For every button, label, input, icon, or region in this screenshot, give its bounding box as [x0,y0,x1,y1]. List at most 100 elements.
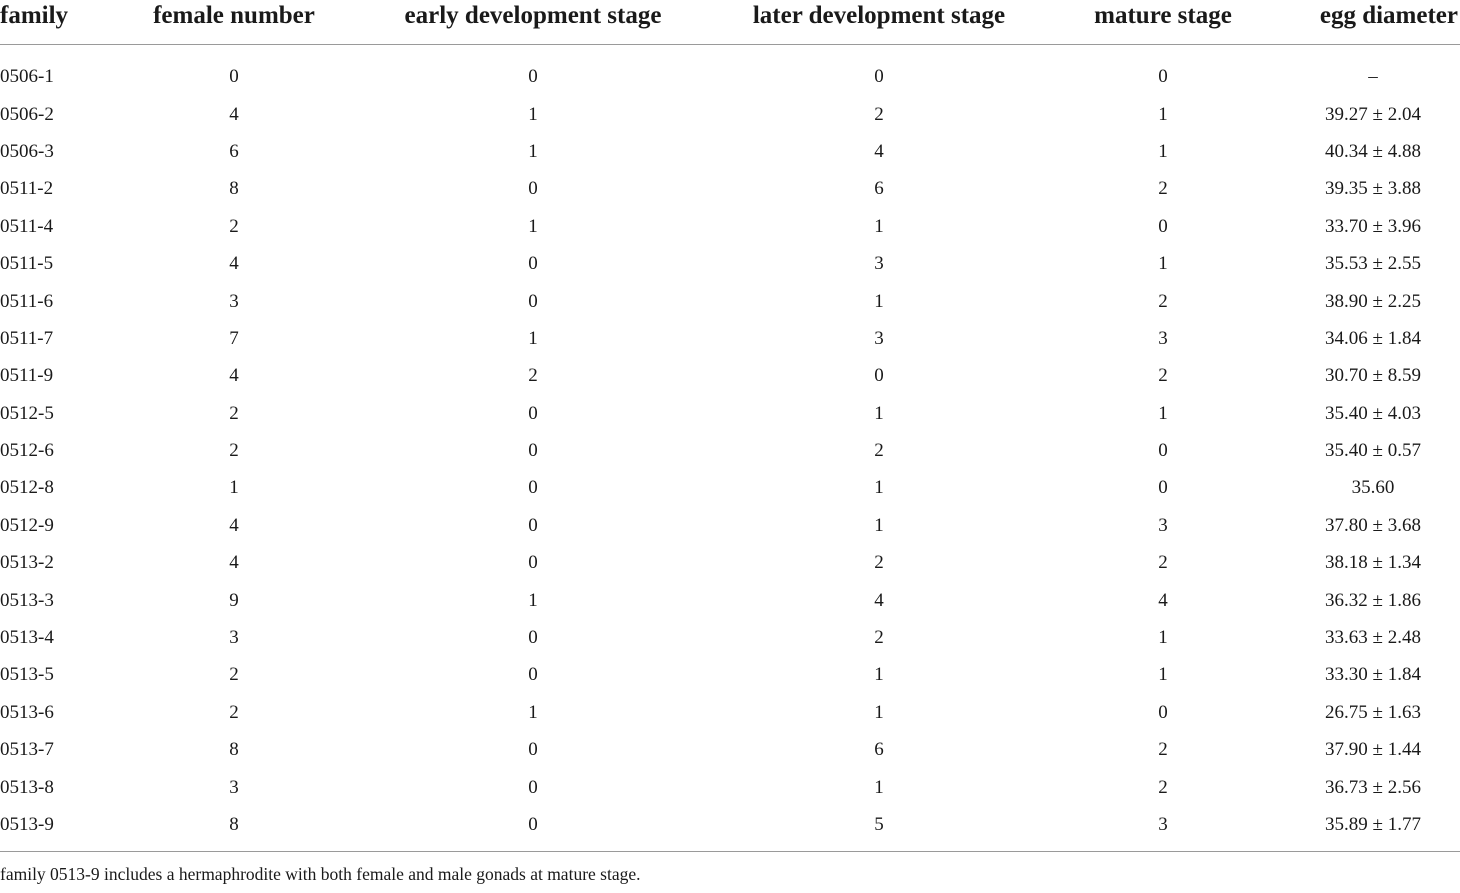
cell-family: 0513-7 [0,739,54,761]
cell-family: 0513-9 [0,814,54,835]
cell-family: 0513-8 [0,776,54,798]
cell-later-stage: 1 [874,290,884,312]
cell-later-stage: 1 [874,402,884,424]
cell-mature-stage: 3 [1158,814,1168,835]
cell-early-stage: 2 [528,365,538,387]
cell-early-stage: 0 [528,440,538,462]
cell-family: 0513-3 [0,589,54,611]
table-row: 0511-7 7 1 3 3 34.06 ± 1.84 [0,320,1460,357]
cell-early-stage: 0 [528,814,538,835]
cell-early-stage: 1 [528,103,538,125]
cell-female-number: 4 [229,552,239,574]
cell-egg-diameter: 39.35 ± 3.88 [1325,178,1421,200]
cell-later-stage: 1 [874,701,884,723]
cell-mature-stage: 1 [1158,627,1168,649]
cell-family: 0511-4 [0,215,54,237]
cell-mature-stage: 1 [1158,253,1168,275]
cell-early-stage: 0 [528,253,538,275]
cell-female-number: 2 [229,402,239,424]
cell-family: 0511-6 [0,290,54,312]
cell-later-stage: 1 [874,477,884,499]
cell-mature-stage: 2 [1158,365,1168,387]
cell-later-stage: 2 [874,627,884,649]
cell-female-number: 2 [229,440,239,462]
cell-early-stage: 0 [528,664,538,686]
cell-female-number: 4 [229,103,239,125]
cell-egg-diameter: 38.90 ± 2.25 [1325,290,1421,312]
cell-later-stage: 3 [874,253,884,275]
header-later-development-stage: later development stage [718,0,1040,45]
cell-later-stage: 0 [874,66,884,88]
table-row: 0511-5 4 0 3 1 35.53 ± 2.55 [0,245,1460,282]
cell-egg-diameter: 35.40 ± 0.57 [1325,440,1421,462]
cell-early-stage: 1 [528,701,538,723]
cell-later-stage: 1 [874,776,884,798]
header-early-development-stage: early development stage [348,0,718,45]
table-row: 0513-2 4 0 2 2 38.18 ± 1.34 [0,544,1460,581]
cell-early-stage: 0 [528,514,538,536]
table-row: 0513-5 2 0 1 1 33.30 ± 1.84 [0,656,1460,693]
cell-female-number: 3 [229,627,239,649]
cell-family: 0513-2 [0,552,54,574]
cell-early-stage: 0 [528,178,538,200]
cell-mature-stage: 2 [1158,552,1168,574]
cell-female-number: 3 [229,776,239,798]
cell-egg-diameter: 33.70 ± 3.96 [1325,215,1421,237]
cell-early-stage: 1 [528,589,538,611]
cell-egg-diameter: 33.30 ± 1.84 [1325,664,1421,686]
cell-egg-diameter: 35.53 ± 2.55 [1325,253,1421,275]
cell-early-stage: 0 [528,776,538,798]
cell-mature-stage: 2 [1158,290,1168,312]
table-row: 0513-7 8 0 6 2 37.90 ± 1.44 [0,731,1460,768]
cell-female-number: 4 [229,365,239,387]
cell-later-stage: 1 [874,664,884,686]
cell-early-stage: 1 [528,215,538,237]
cell-family: 0513-5 [0,664,54,686]
cell-mature-stage: 2 [1158,739,1168,761]
cell-egg-diameter: 33.63 ± 2.48 [1325,627,1421,649]
cell-family: 0513-6 [0,701,54,723]
cell-later-stage: 4 [874,140,884,162]
cell-early-stage: 1 [528,327,538,349]
table-row: 0506-3 6 1 4 1 40.34 ± 4.88 [0,133,1460,170]
header-row: family female number early development s… [0,0,1460,45]
header-female-number: female number [120,0,348,45]
cell-early-stage: 0 [528,402,538,424]
cell-mature-stage: 4 [1158,589,1168,611]
table-body: 0506-1 0 0 0 0 – 0506-2 4 1 2 1 39.27 ± 2.04 0506-3 6… [0,45,1460,852]
cell-early-stage: 0 [528,739,538,761]
cell-mature-stage: 2 [1158,776,1168,798]
table-header: family female number early development s… [0,0,1460,45]
cell-mature-stage: 0 [1158,701,1168,723]
cell-early-stage: 0 [528,627,538,649]
cell-egg-diameter: 38.18 ± 1.34 [1325,552,1421,574]
cell-mature-stage: 1 [1158,664,1168,686]
cell-early-stage: 0 [528,552,538,574]
table-row: 0511-9 4 2 0 2 30.70 ± 8.59 [0,357,1460,394]
cell-later-stage: 2 [874,552,884,574]
cell-female-number: 7 [229,327,239,349]
cell-egg-diameter: 37.80 ± 3.68 [1325,514,1421,536]
cell-family: 0513-4 [0,627,54,649]
cell-egg-diameter: 34.06 ± 1.84 [1325,327,1421,349]
cell-mature-stage: 2 [1158,178,1168,200]
cell-female-number: 8 [229,178,239,200]
cell-family: 0511-5 [0,253,54,275]
cell-mature-stage: 1 [1158,402,1168,424]
cell-mature-stage: 0 [1158,477,1168,499]
cell-later-stage: 2 [874,440,884,462]
cell-later-stage: 5 [874,814,884,835]
cell-female-number: 4 [229,514,239,536]
cell-egg-diameter: 36.73 ± 2.56 [1325,776,1421,798]
cell-mature-stage: 1 [1158,103,1168,125]
table-row: 0513-3 9 1 4 4 36.32 ± 1.86 [0,581,1460,618]
gonad-development-table: family female number early development s… [0,0,1460,852]
header-egg-diameter: egg diameter [1286,0,1460,45]
cell-family: 0512-9 [0,514,54,536]
cell-family: 0512-8 [0,477,54,499]
cell-mature-stage: 1 [1158,140,1168,162]
cell-mature-stage: 0 [1158,215,1168,237]
cell-early-stage: 0 [528,66,538,88]
cell-egg-diameter: 35.60 [1351,477,1395,499]
table-row: 0513-8 3 0 1 2 36.73 ± 2.56 [0,768,1460,805]
